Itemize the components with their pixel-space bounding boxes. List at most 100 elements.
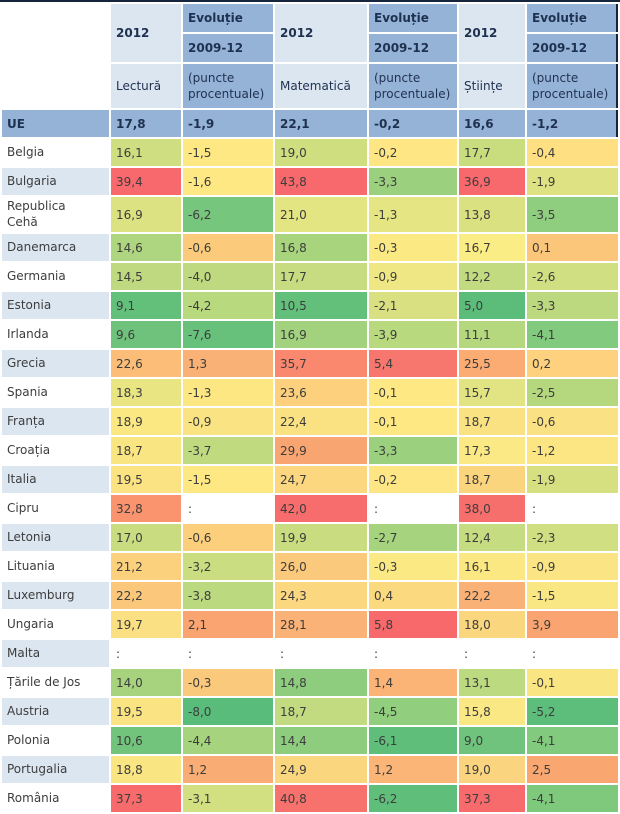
table-cell: 17,3 bbox=[459, 437, 525, 465]
row-label: Țările de Jos bbox=[2, 669, 109, 697]
table-row: Franța 18,9 -0,9 22,4 -0,1 18,7 -0,6 bbox=[2, 408, 618, 436]
table-cell: -1,6 bbox=[183, 168, 273, 195]
row-label: Cipru bbox=[2, 495, 109, 523]
table-cell: 18,7 bbox=[111, 437, 181, 465]
table-row: Letonia 17,0 -0,6 19,9 -2,7 12,4 -2,3 bbox=[2, 524, 618, 552]
table-row: Luxemburg 22,2 -3,8 24,3 0,4 22,2 -1,5 bbox=[2, 582, 618, 610]
row-label: Luxemburg bbox=[2, 582, 109, 610]
table-row: România 37,3 -3,1 40,8 -6,2 37,3 -4,1 bbox=[2, 785, 618, 813]
table-cell: 16,1 bbox=[111, 139, 181, 166]
header-row-subjects: Lectură (puncte procentuale) Matematică … bbox=[2, 64, 618, 108]
table-row: Țările de Jos 14,0 -0,3 14,8 1,4 13,1 -0,1 bbox=[2, 669, 618, 697]
table-cell: -0,4 bbox=[527, 139, 618, 166]
row-label: Letonia bbox=[2, 524, 109, 552]
table-cell: 0,2 bbox=[527, 350, 618, 378]
header-points-reading: (puncte procentuale) bbox=[183, 64, 273, 108]
table-row: Germania 14,5 -4,0 17,7 -0,9 12,2 -2,6 bbox=[2, 263, 618, 291]
table-cell: -4,0 bbox=[183, 263, 273, 291]
table-cell: 19,5 bbox=[111, 466, 181, 494]
table-cell: -2,6 bbox=[527, 263, 618, 291]
table-cell: -0,2 bbox=[369, 466, 457, 494]
row-label: UE bbox=[2, 110, 109, 137]
table-cell: 21,2 bbox=[111, 553, 181, 581]
table-cell: -1,5 bbox=[527, 582, 618, 610]
table-cell: -6,2 bbox=[183, 197, 273, 233]
row-label: Ungaria bbox=[2, 611, 109, 639]
header-evolution-reading: Evoluție bbox=[183, 4, 273, 32]
header-period-science: 2009-12 bbox=[527, 34, 618, 62]
table-cell: 16,8 bbox=[275, 234, 367, 262]
table-cell: 17,8 bbox=[111, 110, 181, 137]
table-cell: : bbox=[369, 495, 457, 523]
table-row: Estonia 9,1 -4,2 10,5 -2,1 5,0 -3,3 bbox=[2, 292, 618, 320]
table-cell: 16,1 bbox=[459, 553, 525, 581]
table-cell: 23,6 bbox=[275, 379, 367, 407]
table-cell: 18,7 bbox=[459, 466, 525, 494]
table-cell: 19,9 bbox=[275, 524, 367, 552]
table-cell: 14,6 bbox=[111, 234, 181, 262]
header-subject-reading: Lectură bbox=[111, 64, 181, 108]
table-cell: 18,0 bbox=[459, 611, 525, 639]
table-cell: 14,8 bbox=[275, 669, 367, 697]
table-cell: -0,2 bbox=[369, 110, 457, 137]
table-cell: -4,1 bbox=[527, 321, 618, 349]
table-cell: : bbox=[369, 640, 457, 668]
row-label: Franța bbox=[2, 408, 109, 436]
table-body: Belgia 16,1 -1,5 19,0 -0,2 17,7 -0,4 Bulgaria 39… bbox=[2, 139, 618, 813]
row-label: Lituania bbox=[2, 553, 109, 581]
table-cell: 39,4 bbox=[111, 168, 181, 195]
table-cell: -1,3 bbox=[369, 197, 457, 233]
table-cell: -0,6 bbox=[183, 524, 273, 552]
table-row: Portugalia 18,8 1,2 24,9 1,2 19,0 2,5 bbox=[2, 756, 618, 784]
header-2012-science: 2012 bbox=[459, 4, 525, 62]
table-cell: 1,3 bbox=[183, 350, 273, 378]
table-cell: -6,1 bbox=[369, 727, 457, 755]
table-cell: -0,2 bbox=[369, 139, 457, 166]
row-label: Republica Cehă bbox=[2, 197, 109, 233]
table-cell: 2,1 bbox=[183, 611, 273, 639]
table-cell: 22,6 bbox=[111, 350, 181, 378]
table-cell: -3,8 bbox=[183, 582, 273, 610]
table-cell: 12,2 bbox=[459, 263, 525, 291]
table-row: Cipru 32,8:42,0:38,0: bbox=[2, 495, 618, 523]
table-cell: -6,2 bbox=[369, 785, 457, 813]
table-cell: 16,6 bbox=[459, 110, 525, 137]
table-row: Ungaria 19,7 2,1 28,1 5,8 18,0 3,9 bbox=[2, 611, 618, 639]
row-label: Danemarca bbox=[2, 234, 109, 262]
header-evolution-math: Evoluție bbox=[369, 4, 457, 32]
table-cell: -1,5 bbox=[183, 139, 273, 166]
table-cell: 0,1 bbox=[527, 234, 618, 262]
table-cell: 9,6 bbox=[111, 321, 181, 349]
table-cell: 37,3 bbox=[459, 785, 525, 813]
table-cell: 36,9 bbox=[459, 168, 525, 195]
table-cell: 13,1 bbox=[459, 669, 525, 697]
table-row: Irlanda 9,6 -7,6 16,9 -3,9 11,1 -4,1 bbox=[2, 321, 618, 349]
table-cell: 22,4 bbox=[275, 408, 367, 436]
table-cell: : bbox=[527, 495, 618, 523]
table-cell: : bbox=[459, 640, 525, 668]
header-row-top: 2012 Evoluție 2012 Evoluție 2012 Evoluți… bbox=[2, 4, 618, 62]
table-cell: 16,7 bbox=[459, 234, 525, 262]
table-cell: 5,4 bbox=[369, 350, 457, 378]
table-cell: 3,9 bbox=[527, 611, 618, 639]
table-cell: 11,1 bbox=[459, 321, 525, 349]
table-cell: 5,8 bbox=[369, 611, 457, 639]
table-cell: -1,9 bbox=[527, 168, 618, 195]
table-cell: 1,2 bbox=[369, 756, 457, 784]
table-cell: -4,1 bbox=[527, 727, 618, 755]
table-cell: 19,0 bbox=[275, 139, 367, 166]
table-cell: -3,5 bbox=[527, 197, 618, 233]
table-cell: -1,2 bbox=[527, 437, 618, 465]
header-2012-reading: 2012 bbox=[111, 4, 181, 62]
table-cell: 19,7 bbox=[111, 611, 181, 639]
table-cell: 28,1 bbox=[275, 611, 367, 639]
table-cell: 32,8 bbox=[111, 495, 181, 523]
table-cell: 17,0 bbox=[111, 524, 181, 552]
table-cell: : bbox=[111, 640, 181, 668]
table-cell: -3,1 bbox=[183, 785, 273, 813]
table-cell: -1,2 bbox=[527, 110, 618, 137]
table-row: Republica Cehă 16,9 -6,2 21,0 -1,3 13,8 -3,5 bbox=[2, 197, 618, 233]
table-cell: 19,0 bbox=[459, 756, 525, 784]
row-label: Polonia bbox=[2, 727, 109, 755]
